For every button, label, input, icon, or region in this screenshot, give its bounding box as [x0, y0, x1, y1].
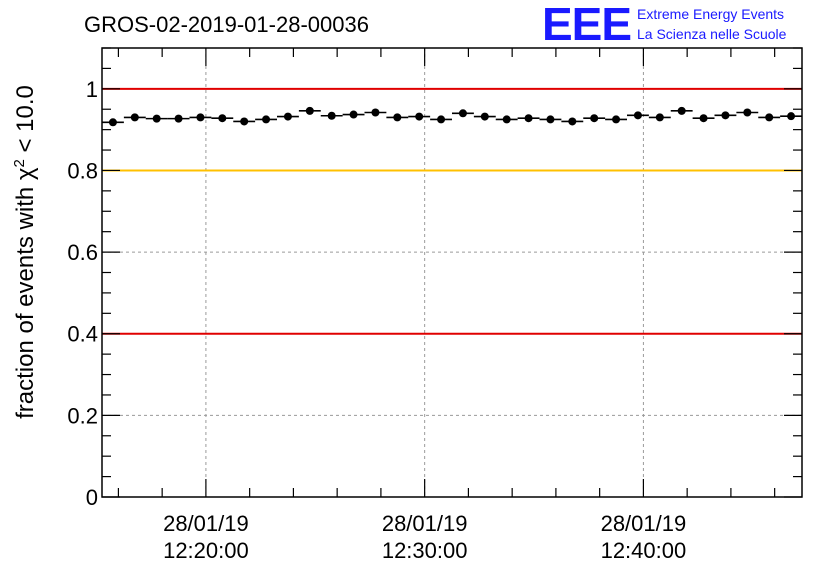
reference-lines: [102, 87, 802, 335]
data-point: [787, 112, 796, 121]
y-axis-title-base: fraction of events with χ: [12, 167, 39, 419]
y-tick-label: 0.2: [67, 403, 98, 428]
axes: 00.20.40.60.8128/01/1912:20:0028/01/1912…: [67, 47, 803, 563]
y-axis-title-superscript: 2: [11, 159, 28, 167]
x-tick-label-date: 28/01/19: [382, 511, 468, 536]
data-point: [262, 115, 271, 124]
plot-frame: [101, 47, 803, 498]
data-point: [415, 112, 424, 121]
y-tick-label: 0.6: [67, 240, 98, 265]
y-tick-label: 0: [86, 485, 98, 510]
data-point: [393, 113, 402, 122]
y-tick-label: 0.8: [67, 158, 98, 183]
data-point: [546, 115, 555, 124]
data-point: [196, 113, 205, 122]
data-point: [458, 109, 467, 118]
x-tick-label-date: 28/01/19: [163, 511, 249, 536]
data-point: [240, 117, 249, 126]
y-tick-label: 0.4: [67, 322, 98, 347]
data-point: [743, 108, 752, 117]
data-point: [633, 111, 642, 120]
data-point: [152, 114, 161, 123]
grid-lines: [102, 48, 802, 497]
x-tick-label-date: 28/01/19: [601, 511, 687, 536]
data-point: [721, 111, 730, 120]
y-axis-title: fraction of events with χ2 < 10.0: [11, 85, 39, 419]
eee-logo-line2: La Scienza nelle Scuole: [637, 26, 787, 42]
data-point: [590, 114, 599, 123]
data-point: [218, 114, 227, 123]
data-point: [437, 115, 446, 124]
data-point: [305, 106, 314, 115]
data-point: [568, 117, 577, 126]
x-tick-label-time: 12:30:00: [382, 538, 468, 563]
data-point: [480, 112, 489, 121]
data-point: [174, 114, 183, 123]
data-point: [327, 111, 336, 120]
data-point: [612, 115, 621, 124]
data-point: [677, 106, 686, 115]
data-point: [699, 114, 708, 123]
chart-title: GROS-02-2019-01-28-00036: [84, 12, 369, 37]
x-tick-label-time: 12:20:00: [163, 538, 249, 563]
x-tick-label-time: 12:40:00: [601, 538, 687, 563]
eee-logo-mark: EEE: [542, 0, 631, 50]
data-point: [371, 108, 380, 117]
data-point: [283, 112, 292, 121]
eee-logo-line1: Extreme Energy Events: [637, 6, 784, 22]
y-axis-title-tail: < 10.0: [12, 85, 39, 159]
data-point: [655, 113, 664, 122]
data-point: [502, 115, 511, 124]
y-tick-label: 1: [86, 77, 98, 102]
data-point: [349, 110, 358, 119]
data-point: [765, 113, 774, 122]
data-point: [130, 113, 139, 122]
data-point: [108, 118, 117, 127]
data-points: [102, 106, 802, 127]
data-point: [524, 114, 533, 123]
eee-logo: EEE Extreme Energy Events La Scienza nel…: [542, 0, 787, 50]
